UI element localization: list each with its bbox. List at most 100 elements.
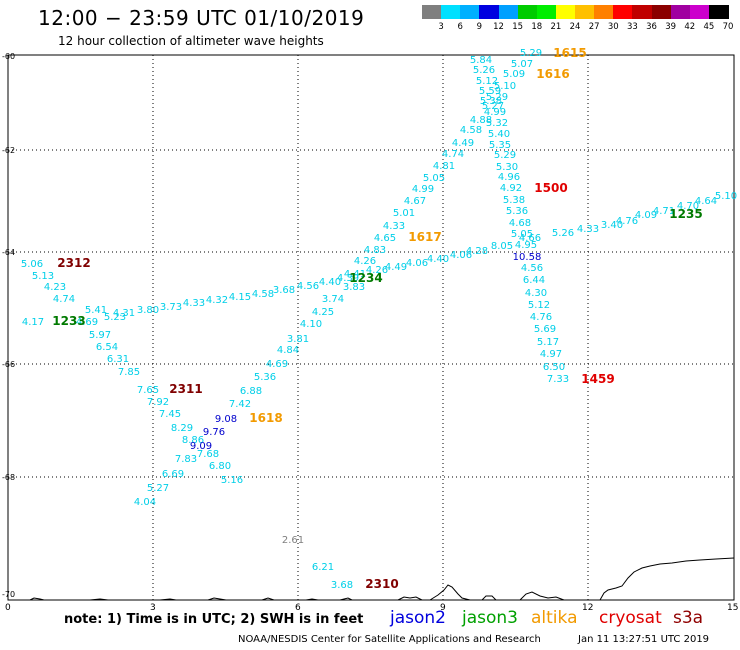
x-tick-15: 15 — [727, 603, 739, 613]
wave-height-value: 4.28 — [466, 246, 488, 257]
colorbar-swatch — [594, 5, 614, 19]
wave-height-value: 5.07 — [511, 59, 533, 70]
wave-height-value: 4.68 — [509, 218, 531, 229]
wave-height-value: 6.80 — [209, 461, 231, 472]
wave-height-value: 4.58 — [252, 289, 274, 300]
wave-height-value: 4.92 — [500, 183, 522, 194]
wave-height-value: 5.12 — [528, 300, 550, 311]
wave-height-value: 6.31 — [107, 354, 129, 365]
wave-height-value: 4.71 — [653, 206, 675, 217]
page-subtitle: 12 hour collection of altimeter wave hei… — [58, 34, 324, 48]
wave-height-value: 6.21 — [312, 562, 334, 573]
wave-height-value: 4.32 — [206, 295, 228, 306]
colorbar-label: 45 — [703, 22, 715, 32]
wave-height-value: 3.81 — [287, 334, 309, 345]
pass-time-label: 1235 — [669, 207, 702, 221]
wave-height-value: 9.08 — [215, 414, 237, 425]
wave-height-value: 3.73 — [160, 302, 182, 313]
y-tick-64: -64 — [2, 248, 16, 257]
wave-height-value: 4.41 — [344, 269, 366, 280]
wave-height-value: 3.83 — [343, 282, 365, 293]
wave-height-value: 5.27 — [482, 101, 504, 112]
wave-height-value: 4.76 — [616, 216, 638, 227]
wave-height-value: 6.50 — [543, 362, 565, 373]
wave-height-value: 6.69 — [162, 469, 184, 480]
wave-height-value: 4.67 — [404, 196, 426, 207]
wave-height-value: 5.38 — [480, 96, 502, 107]
wave-height-value: 5.29 — [486, 92, 508, 103]
wave-height-labels: 5.295.84 5.075.26 5.095.125.105.595.295.38… — [21, 48, 737, 591]
wave-height-value: 4.04 — [134, 497, 156, 508]
wave-height-value: 5.10 — [494, 81, 516, 92]
wave-height-value: 5.29 — [494, 150, 516, 161]
footer-note: note: 1) Time is in UTC; 2) SWH is in fe… — [64, 612, 364, 627]
wave-height-value: 8.86 — [182, 435, 204, 446]
legend-s3a: s3a — [673, 608, 704, 628]
wave-height-value: 5.01 — [393, 208, 415, 219]
generation-timestamp: Jan 11 13:27:51 UTC 2019 — [578, 634, 710, 645]
wave-height-value: 5.26 — [552, 228, 574, 239]
wave-height-value: 4.74 — [53, 294, 75, 305]
pass-time-label: 1459 — [581, 372, 614, 386]
colorbar-swatch — [651, 5, 672, 19]
wave-height-value: 5.10 — [715, 191, 737, 202]
wave-height-value: 4.26 — [366, 265, 388, 276]
wave-height-value: 4.40 — [427, 254, 449, 265]
wave-height-value: 7.45 — [159, 409, 181, 420]
wave-height-value: 5.59 — [479, 86, 501, 97]
legend-jason3: jason3 — [462, 608, 518, 628]
wave-height-value: 4.23 — [44, 282, 66, 293]
wave-height-value: 4.26 — [354, 256, 376, 267]
map-frame — [7, 54, 735, 601]
wave-height-value: 4.25 — [312, 307, 334, 318]
pass-time-labels: 1615 1616 1500 1235 1617 2312 1234 1233 2311 1459… — [52, 46, 702, 591]
pass-time-label: 1500 — [534, 181, 567, 195]
colorbar-label: 39 — [665, 22, 677, 32]
wave-height-value: 2.61 — [282, 535, 304, 546]
wave-height-value: 7.65 — [137, 385, 159, 396]
wave-height-value: 9.76 — [203, 427, 225, 438]
colorbar-swatch — [555, 5, 576, 19]
wave-height-value: 3.68 — [273, 285, 295, 296]
wave-height-value: 7.33 — [547, 374, 569, 385]
colorbar-label: 42 — [684, 22, 696, 32]
wave-height-value: 7.83 — [175, 454, 197, 465]
pass-time-label: 2312 — [57, 256, 90, 270]
wave-height-value: 5.17 — [537, 337, 559, 348]
wave-height-value: 4.31 — [113, 308, 135, 319]
wave-height-value: 4.56 — [521, 263, 543, 274]
wave-height-value: 4.40 — [319, 277, 341, 288]
colorbar-swatch — [670, 5, 691, 19]
pass-time-label: 1233 — [52, 314, 85, 328]
colorbar-label: 15 — [512, 22, 524, 32]
wave-height-value: 4.65 — [374, 233, 396, 244]
credit-text: NOAA/NESDIS Center for Satellite Applica… — [238, 634, 541, 645]
colorbar — [422, 5, 729, 19]
wave-height-value: 3.40 — [601, 220, 623, 231]
wave-height-value: 5.69 — [534, 324, 556, 335]
wave-height-value: 4.09 — [635, 210, 657, 221]
wave-height-value: 7.85 — [118, 367, 140, 378]
wave-height-value: 4.10 — [300, 319, 322, 330]
wave-height-value: 5.13 — [32, 271, 54, 282]
y-tick-70: -70 — [2, 590, 16, 599]
colorbar-label: 30 — [607, 22, 619, 32]
wave-height-value: 5.09 — [503, 69, 525, 80]
wave-height-value: 4.99 — [412, 184, 434, 195]
wave-height-value: 5.32 — [486, 118, 508, 129]
colorbar-label: 24 — [569, 22, 581, 32]
colorbar-label: 9 — [476, 22, 483, 32]
wave-height-value: 5.38 — [503, 195, 525, 206]
wave-height-value: 3.68 — [331, 580, 353, 591]
wave-height-value: 5.26 — [473, 65, 495, 76]
wave-height-value: 4.69 — [266, 359, 288, 370]
wave-height-value: 7.68 — [197, 449, 219, 460]
colorbar-swatch — [498, 5, 519, 19]
wave-height-value: 4.49 — [452, 138, 474, 149]
wave-height-value: 4.66 — [519, 233, 541, 244]
wave-height-value: 4.15 — [229, 292, 251, 303]
wave-height-value: 6.88 — [240, 386, 262, 397]
